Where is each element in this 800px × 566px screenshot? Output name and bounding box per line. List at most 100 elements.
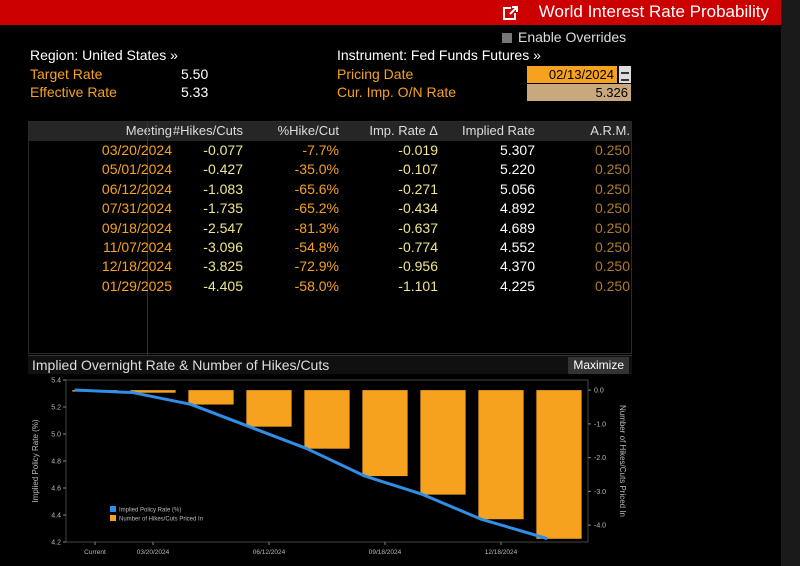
cell-implied-rate: 4.552 xyxy=(499,239,535,255)
cell-imp-rate-delta: -0.019 xyxy=(398,142,438,158)
col-meeting[interactable]: Meeting xyxy=(125,123,172,138)
cell-implied-rate: 4.370 xyxy=(499,258,535,275)
x-tick-label: Current xyxy=(84,549,106,556)
table-row[interactable]: 03/20/2024 -0.077 -7.7% -0.019 5.307 0.250 xyxy=(29,141,632,160)
rate-chart: 5.4 5.2 5.0 4.8 4.6 4.4 4.2 0.0 -1.0 -2.0 -3.0 -4.0… xyxy=(31,378,627,557)
rate-table: Meeting #Hikes/Cuts %Hike/Cut Imp. Rate … xyxy=(28,121,632,355)
col-implied-rate[interactable]: Implied Rate xyxy=(462,123,535,138)
cell-pct-hike-cut: -65.2% xyxy=(294,200,339,217)
cell-meeting: 09/18/2024 xyxy=(101,219,172,236)
cell-meeting: 07/31/2024 xyxy=(101,200,172,217)
external-link-icon[interactable] xyxy=(503,5,519,21)
pricing-date-label: Pricing Date xyxy=(337,66,414,82)
bar[interactable] xyxy=(478,390,524,520)
cell-imp-rate-delta: -0.637 xyxy=(398,219,438,236)
cell-hikes-cuts: -1.735 xyxy=(203,200,243,217)
cell-meeting: 05/01/2024 xyxy=(101,161,172,178)
cell-meeting: 11/07/2024 xyxy=(102,239,172,255)
cell-meeting: 01/29/2025 xyxy=(101,277,172,294)
bar[interactable] xyxy=(130,390,176,393)
y-right-tick-label: -2.0 xyxy=(594,455,606,462)
table-row[interactable]: 09/18/2024 -2.547 -81.3% -0.637 4.689 0.250 xyxy=(29,219,632,238)
cell-pct-hike-cut: -81.3% xyxy=(294,219,339,236)
cell-implied-rate: 5.056 xyxy=(499,180,535,197)
target-rate-value: 5.50 xyxy=(181,66,209,82)
region-selector[interactable]: Region: United States » xyxy=(30,47,178,63)
cell-imp-rate-delta: -0.774 xyxy=(398,239,438,255)
cell-arm: 0.250 xyxy=(594,200,630,217)
col-imp-rate-delta[interactable]: Imp. Rate Δ xyxy=(369,123,438,138)
y-tick-label: 4.8 xyxy=(51,459,61,466)
pricing-date-input[interactable]: 02/13/2024 xyxy=(527,66,617,83)
y-right-axis-label: Number of Hikes/Cuts Priced In xyxy=(618,405,627,517)
window-title: World Interest Rate Probability xyxy=(538,2,769,21)
cell-pct-hike-cut: -58.0% xyxy=(294,277,339,294)
checkbox-icon[interactable] xyxy=(502,33,512,44)
x-tick-label: 03/20/2024 xyxy=(137,549,170,556)
rate-line[interactable] xyxy=(74,388,548,541)
bar[interactable] xyxy=(188,390,234,405)
cell-implied-rate: 4.892 xyxy=(499,200,535,217)
cell-hikes-cuts: -3.825 xyxy=(203,258,243,275)
cell-pct-hike-cut: -54.8% xyxy=(294,239,339,255)
cur-imp-rate-label: Cur. Imp. O/N Rate xyxy=(337,84,457,100)
table-header: Meeting #Hikes/Cuts %Hike/Cut Imp. Rate … xyxy=(29,122,632,141)
maximize-button[interactable]: Maximize xyxy=(568,357,629,374)
cell-hikes-cuts: -3.096 xyxy=(203,239,243,255)
y-right-tick-label: 0.0 xyxy=(594,388,604,395)
x-tick-label: 12/18/2024 xyxy=(485,549,518,556)
column-divider xyxy=(147,122,148,355)
cell-implied-rate: 4.225 xyxy=(499,277,535,294)
cur-imp-rate-input[interactable]: 5.326 xyxy=(527,84,631,101)
cell-meeting: 06/12/2024 xyxy=(101,180,172,197)
bar[interactable] xyxy=(362,390,408,477)
col-hikes-cuts[interactable]: #Hikes/Cuts xyxy=(172,123,243,138)
bar[interactable] xyxy=(420,390,466,495)
cell-arm: 0.250 xyxy=(594,180,630,197)
col-pct-hike-cut[interactable]: %Hike/Cut xyxy=(277,123,339,138)
title-bar: World Interest Rate Probability xyxy=(0,0,781,25)
calendar-icon[interactable] xyxy=(619,66,631,83)
y-axis-label: Implied Policy Rate (%) xyxy=(31,419,40,502)
bar[interactable] xyxy=(304,390,350,449)
table-row[interactable]: 11/07/2024 -3.096 -54.8% -0.774 4.552 0.250 xyxy=(29,238,632,257)
bar[interactable] xyxy=(536,390,582,539)
y-tick-label: 4.6 xyxy=(51,486,61,493)
enable-overrides-toggle[interactable]: Enable Overrides xyxy=(502,29,626,45)
table-row[interactable]: 01/29/2025 -4.405 -58.0% -1.101 4.225 0.250 xyxy=(29,277,632,296)
col-arm[interactable]: A.R.M. xyxy=(590,123,630,138)
y-right-tick-label: -4.0 xyxy=(594,523,606,530)
instrument-selector[interactable]: Instrument: Fed Funds Futures » xyxy=(337,47,541,63)
cell-arm: 0.250 xyxy=(594,277,630,294)
table-row[interactable]: 06/12/2024 -1.083 -65.6% -0.271 5.056 0.250 xyxy=(29,180,632,199)
cell-hikes-cuts: -2.547 xyxy=(203,219,243,236)
y-tick-label: 5.4 xyxy=(51,378,61,385)
legend-swatch-rate xyxy=(110,506,116,512)
target-rate-label: Target Rate xyxy=(30,66,103,82)
table-row[interactable]: 05/01/2024 -0.427 -35.0% -0.107 5.220 0.250 xyxy=(29,160,632,179)
cell-pct-hike-cut: -7.7% xyxy=(302,142,339,158)
effective-rate-label: Effective Rate xyxy=(30,84,117,100)
cell-implied-rate: 4.689 xyxy=(499,219,535,236)
y-tick-label: 4.4 xyxy=(51,513,61,520)
cell-arm: 0.250 xyxy=(594,239,630,255)
y-right-tick-label: -3.0 xyxy=(594,489,606,496)
y-tick-label: 5.0 xyxy=(51,432,61,439)
cell-hikes-cuts: -1.083 xyxy=(203,180,243,197)
legend-label-rate: Implied Policy Rate (%) xyxy=(119,508,181,514)
cell-imp-rate-delta: -1.101 xyxy=(398,277,438,294)
cell-imp-rate-delta: -0.107 xyxy=(398,161,438,178)
chart-header: Implied Overnight Rate & Number of Hikes… xyxy=(28,355,632,374)
cell-implied-rate: 5.307 xyxy=(499,142,535,158)
table-row[interactable]: 12/18/2024 -3.825 -72.9% -0.956 4.370 0.250 xyxy=(29,257,632,276)
cell-arm: 0.250 xyxy=(594,219,630,236)
table-row[interactable]: 07/31/2024 -1.735 -65.2% -0.434 4.892 0.250 xyxy=(29,199,632,218)
y-right-tick-label: -1.0 xyxy=(594,421,606,428)
effective-rate-value: 5.33 xyxy=(181,84,209,100)
legend-swatch-hikes xyxy=(110,515,116,521)
cell-pct-hike-cut: -65.6% xyxy=(294,180,339,197)
x-tick-label: 06/12/2024 xyxy=(253,549,286,556)
bar[interactable] xyxy=(246,390,292,427)
legend-label-hikes: Number of Hikes/Cuts Priced In xyxy=(119,517,203,523)
cell-imp-rate-delta: -0.434 xyxy=(398,200,438,217)
